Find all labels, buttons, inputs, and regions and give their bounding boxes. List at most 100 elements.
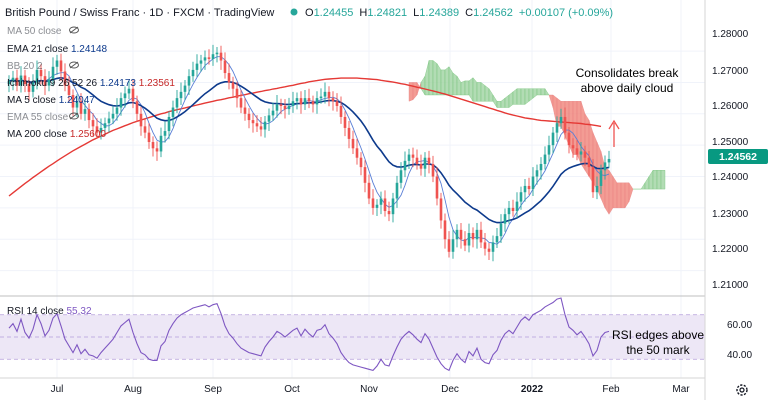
candle-body [543, 154, 547, 164]
candle-body [275, 104, 279, 111]
candle-body [75, 101, 79, 108]
legend-ma50[interactable]: MA 50 close [7, 26, 79, 37]
candle-body [367, 182, 371, 199]
candle-body [423, 157, 427, 169]
candle-body [191, 69, 195, 77]
candle-body [511, 207, 515, 212]
candle-body [375, 204, 379, 208]
candle-body [223, 60, 227, 74]
rsi-line [8, 297, 610, 372]
eye-off-icon[interactable] [69, 112, 79, 120]
legend-ema55[interactable]: EMA 55 close [7, 112, 79, 123]
candle-body [155, 148, 159, 152]
time-axis[interactable]: Jul Aug Sep Oct Nov Dec 2022 Feb Mar [51, 384, 691, 395]
eye-off-icon[interactable] [69, 26, 79, 34]
cloud-segment [520, 88, 526, 105]
candle-body [455, 229, 459, 240]
market-status-icon [290, 8, 298, 16]
last-price-text: 1.24562 [719, 151, 757, 163]
cloud-segment [580, 101, 586, 171]
candle-body [271, 110, 275, 116]
candle-body [187, 76, 191, 86]
time-label: Feb [602, 384, 620, 395]
candle-body [63, 71, 67, 86]
candle-body [15, 77, 19, 86]
rsi-legend[interactable]: RSI 14 close 55.32 [7, 306, 92, 317]
cloud-segment [444, 66, 450, 96]
candle-body [43, 76, 47, 86]
legend-ema21[interactable]: EMA 21 close 1.24148 [7, 44, 108, 55]
legend-label: Ichimoku 9 26 52 26 1.24173 1.23561 [7, 78, 175, 89]
annotation-line: RSI edges above [612, 328, 704, 342]
candle-body [507, 207, 511, 215]
candle-body [319, 96, 323, 99]
candle-body [343, 116, 347, 128]
cloud-segment [584, 113, 590, 178]
candle-body [135, 101, 139, 114]
candle-body [339, 105, 343, 117]
price-tick: 1.21000 [712, 280, 749, 291]
chart-header: British Pound / Swiss Franc · 1D · FXCM … [5, 7, 613, 19]
candle-body [83, 109, 87, 114]
legend-ma200[interactable]: MA 200 close 1.25600 [7, 129, 106, 140]
candle-body [607, 158, 611, 163]
candle-body [103, 123, 107, 128]
candle-body [199, 60, 203, 64]
breakout-arrow [608, 119, 620, 147]
candle-body [211, 54, 215, 59]
candle-body [335, 101, 339, 106]
candle-body [207, 57, 211, 59]
annotation-line: Consolidates break [576, 66, 680, 80]
time-label: 2022 [521, 384, 544, 395]
candle-body [299, 98, 303, 105]
rsi-line-group [8, 297, 610, 372]
candle-body [227, 73, 231, 83]
candle-body [427, 157, 431, 164]
legend-ma5[interactable]: MA 5 close 1.24047 [7, 95, 95, 106]
legend-label: MA 5 close 1.24047 [7, 95, 95, 106]
annotation-line: above daily cloud [581, 81, 674, 95]
candle-body [551, 132, 555, 146]
price-axis[interactable]: 1.28000 1.27000 1.26000 1.25000 1.24000 … [712, 29, 749, 291]
candle-body [571, 145, 575, 149]
symbol-title[interactable]: British Pound / Swiss Franc · 1D · FXCM … [5, 7, 274, 19]
candle-body [395, 182, 399, 199]
candlesticks [7, 44, 611, 262]
legend-bb[interactable]: BB 20 2 [7, 61, 79, 72]
time-label: Oct [284, 384, 300, 395]
candle-body [35, 69, 39, 83]
candle-body [555, 123, 559, 133]
cloud-segment [544, 88, 550, 96]
annotation-line: the 50 mark [626, 343, 690, 357]
indicator-legend: MA 50 close EMA 21 close 1.24148 BB 20 2… [7, 26, 175, 140]
candle-body [443, 220, 447, 240]
candle-body [87, 109, 91, 121]
candle-body [463, 239, 467, 246]
candle-body [303, 98, 307, 105]
candle-body [259, 126, 263, 130]
gear-icon[interactable] [736, 384, 748, 396]
candle-body [71, 94, 75, 108]
candle-body [363, 167, 367, 183]
candle-body [99, 127, 103, 133]
candle-body [283, 105, 287, 110]
candle-body [27, 84, 31, 92]
candle-body [431, 163, 435, 177]
candle-body [59, 60, 63, 72]
candle-body [379, 198, 383, 205]
candle-body [403, 160, 407, 171]
candle-body [399, 170, 403, 183]
candle-body [307, 98, 311, 102]
candle-body [595, 185, 599, 193]
candle-body [599, 170, 603, 186]
cloud-segment [660, 170, 666, 190]
eye-off-icon[interactable] [69, 61, 79, 69]
price-tick: 1.28000 [712, 29, 749, 40]
candle-body [171, 107, 175, 117]
rsi-axis[interactable]: 60.00 40.00 [727, 320, 752, 361]
candle-body [419, 163, 423, 169]
candle-body [219, 52, 223, 61]
legend-ichimoku[interactable]: Ichimoku 9 26 52 26 1.24173 1.23561 [7, 78, 175, 89]
candle-body [163, 131, 167, 136]
